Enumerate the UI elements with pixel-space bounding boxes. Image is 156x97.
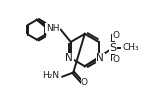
Text: N: N <box>96 53 104 63</box>
Text: S: S <box>109 43 117 53</box>
Text: O: O <box>81 78 88 87</box>
Text: CH₃: CH₃ <box>123 43 139 52</box>
Text: N: N <box>65 53 73 63</box>
Text: H₂N: H₂N <box>42 71 59 80</box>
Text: O: O <box>112 55 119 65</box>
Text: O: O <box>112 32 119 40</box>
Text: NH: NH <box>46 24 59 33</box>
